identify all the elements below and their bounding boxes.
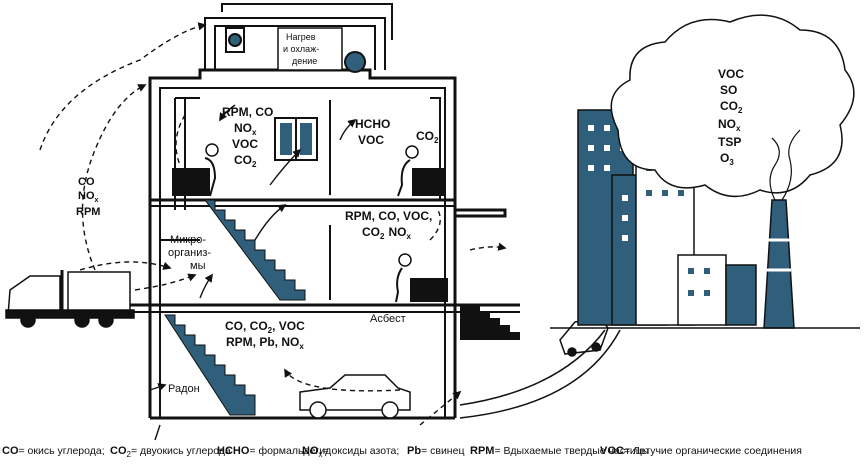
svg-text:VOC: VOC — [718, 67, 744, 81]
legend-voc: VOC= Летучие органические соединения — [600, 445, 802, 457]
svg-text:RPM, CO, VOC,: RPM, CO, VOC, — [345, 209, 432, 223]
basement-car — [299, 374, 411, 419]
radon-label: Радон — [168, 383, 200, 395]
cloud-pollutants: VOC SO CO2 NOx TSP O3 — [718, 67, 744, 167]
svg-text:VOC: VOC — [358, 133, 384, 147]
svg-text:NOx: NOx — [78, 190, 99, 204]
worker-right — [397, 145, 444, 197]
office-pollutants: RPM, CO NOx VOC CO2 — [222, 105, 273, 169]
svg-text:RPM: RPM — [76, 206, 100, 218]
basement-staircase — [164, 314, 256, 416]
entrance-steps — [460, 305, 520, 340]
asbestos-label: Асбест — [370, 313, 406, 325]
smoke-plume — [769, 129, 801, 201]
svg-text:Микро-: Микро- — [170, 234, 206, 246]
hvac-label-3: дение — [292, 56, 317, 66]
truck-exhaust-label: CO NOx RPM — [76, 176, 100, 218]
hcho-voc: HCHO VOC — [355, 117, 390, 147]
legend-hcho: HCHO= формальдегид — [217, 445, 332, 457]
street-car — [559, 317, 609, 357]
hvac-label-1: Нагрев — [286, 32, 316, 42]
svg-text:мы: мы — [190, 260, 206, 272]
microorganisms-label: Микро- организ- мы — [168, 234, 211, 272]
svg-text:CO2: CO2 — [720, 99, 743, 115]
basement-pollutants: CO, CO2, VOC RPM, Pb, NOx — [225, 319, 305, 351]
pollution-cloud — [610, 14, 855, 198]
co2-right: CO2 — [416, 129, 439, 145]
svg-text:RPM, CO: RPM, CO — [222, 105, 273, 119]
svg-text:TSP: TSP — [718, 135, 741, 149]
upper-staircase — [204, 199, 306, 301]
svg-text:VOC: VOC — [232, 137, 258, 151]
svg-text:HCHO: HCHO — [355, 117, 390, 131]
worker-middle — [395, 253, 448, 303]
hvac-label-2: и охлаж- — [283, 44, 319, 54]
legend-co2: CO2= двуокись углерода — [110, 445, 231, 460]
legend-rpm: RPM= Вдыхаемые твердые частицы — [470, 445, 650, 457]
legend-co: CO= окись углерода; — [2, 445, 105, 457]
worker-left — [172, 143, 219, 197]
truck — [5, 270, 135, 328]
svg-text:RPM, Pb, NOx: RPM, Pb, NOx — [226, 335, 304, 351]
svg-text:NOx: NOx — [718, 117, 741, 133]
svg-text:NOx: NOx — [234, 121, 257, 137]
smokestack — [763, 199, 795, 329]
svg-text:SO: SO — [720, 83, 737, 97]
svg-text:O3: O3 — [720, 151, 734, 167]
airflow-arrows — [39, 22, 507, 426]
legend-pb: Pb= свинец — [407, 445, 465, 457]
hvac-unit — [277, 27, 343, 71]
svg-text:CO: CO — [78, 176, 95, 188]
svg-text:организ-: организ- — [168, 247, 211, 259]
indoor-pollution-diagram: Нагрев и охлаж- дение RPM, CO NOx VOC CO… — [5, 3, 860, 441]
svg-text:CO2: CO2 — [234, 153, 257, 169]
mid-pollutants: RPM, CO, VOC, CO2 NOx — [345, 209, 432, 241]
legend-nox: NOx= оксиды азота; — [302, 445, 400, 460]
solid-arrows — [149, 104, 357, 441]
svg-text:CO, CO2, VOC: CO, CO2, VOC — [225, 319, 305, 335]
legend: CO= окись углерода; CO2= двуокись углеро… — [2, 446, 863, 470]
driveway — [459, 329, 606, 406]
